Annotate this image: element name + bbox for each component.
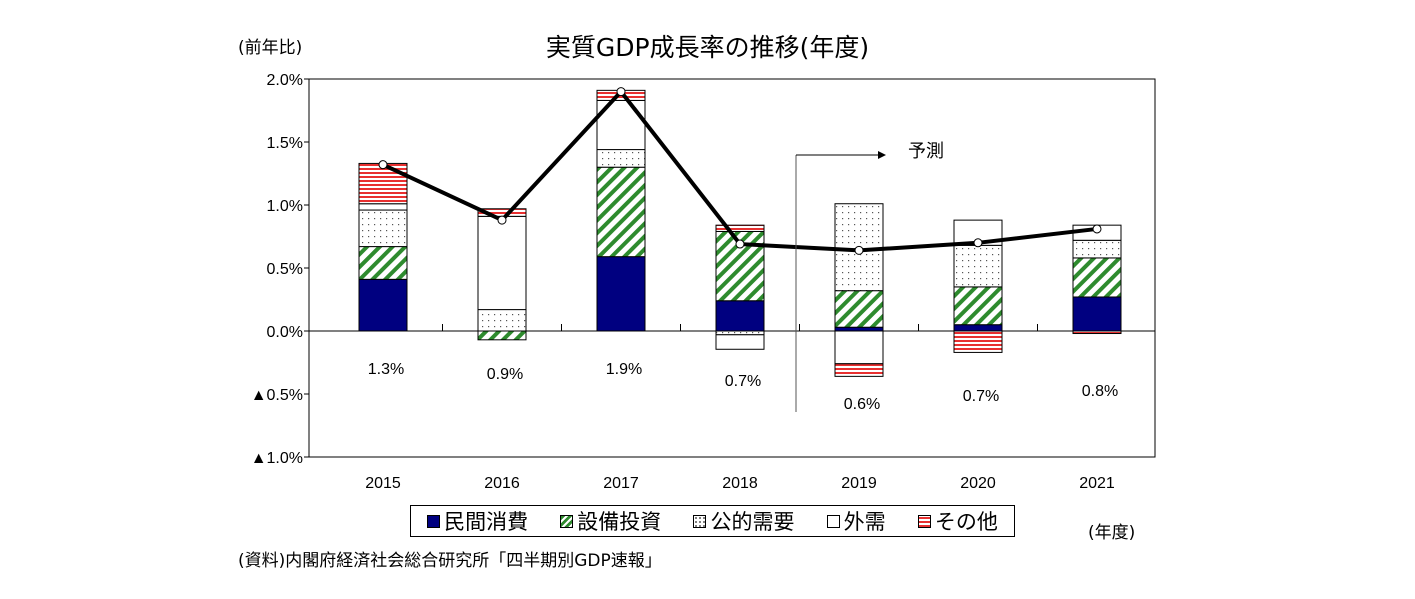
gdp-point-2020 [973, 238, 983, 248]
data-label: 1.9% [606, 361, 642, 378]
data-label: 1.3% [368, 361, 404, 378]
x-tick-label: 2015 [365, 475, 401, 492]
legend-item: その他 [917, 506, 998, 536]
x-tick-label: 2017 [603, 475, 639, 492]
bar-公的需要-2018 [715, 330, 765, 336]
bar-公的需要-2016 [477, 309, 527, 332]
y-tick-label: 0.5% [267, 261, 303, 278]
bar-設備投資-2017 [596, 166, 646, 258]
chart-title: 実質GDP成長率の推移(年度) [545, 33, 870, 62]
bar-外需-2015 [358, 203, 408, 211]
bar-その他-2018 [715, 224, 765, 232]
bar-設備投資-2019 [834, 290, 884, 328]
legend-label: 公的需要 [710, 510, 795, 534]
data-label: 0.6% [844, 396, 880, 413]
bar-民間消費-2017 [596, 256, 646, 332]
legend-label: 外需 [843, 510, 886, 534]
bar-外需-2019 [834, 330, 884, 365]
y-tick-label: ▲1.0% [251, 450, 303, 467]
data-label: 0.9% [487, 366, 523, 383]
data-label: 0.7% [963, 388, 999, 405]
y-tick-label: ▲0.5% [251, 387, 303, 404]
bar-公的需要-2021 [1072, 239, 1122, 259]
bar-公的需要-2017 [596, 149, 646, 168]
gdp-point-2016 [497, 215, 507, 225]
y-tick-label: 0.0% [267, 324, 303, 341]
legend-item: 民間消費 [427, 506, 528, 536]
bar-設備投資-2020 [953, 286, 1003, 326]
forecast-label: 予測 [908, 141, 944, 161]
x-axis-unit: (年度) [1088, 523, 1136, 543]
legend: 民間消費 設備投資 公的需要 外需 その他 [410, 505, 1015, 537]
x-tick-label: 2018 [722, 475, 758, 492]
y-tick-label: 1.5% [267, 135, 303, 152]
x-tick-label: 2021 [1079, 475, 1115, 492]
bar-民間消費-2020 [953, 324, 1003, 332]
source-note: (資料)内閣府経済社会総合研究所「四半期別GDP速報」 [238, 551, 662, 571]
gdp-point-2019 [854, 245, 864, 255]
bar-設備投資-2016 [477, 330, 527, 341]
gdp-point-2021 [1092, 224, 1102, 234]
bar-外需-2018 [715, 334, 765, 350]
y-tick-label: 2.0% [267, 72, 303, 89]
legend-swatch-icon [693, 514, 707, 528]
legend-swatch-icon [826, 514, 840, 528]
bar-設備投資-2021 [1072, 257, 1122, 298]
bar-その他-2015 [358, 162, 408, 205]
legend-item: 外需 [826, 506, 886, 536]
gdp-point-2017 [616, 87, 626, 97]
bar-外需-2016 [477, 215, 527, 311]
bar-民間消費-2019 [834, 326, 884, 332]
bar-その他-2020 [953, 330, 1003, 353]
legend-label: 設備投資 [577, 510, 662, 534]
arrow-head-icon [878, 151, 886, 159]
x-tick-label: 2016 [484, 475, 520, 492]
bar-その他-2021 [1072, 330, 1122, 335]
bar-民間消費-2015 [358, 278, 408, 332]
bar-民間消費-2018 [715, 300, 765, 332]
bar-設備投資-2015 [358, 246, 408, 280]
legend-swatch-icon [560, 514, 574, 528]
bar-公的需要-2020 [953, 244, 1003, 288]
gdp-point-2018 [735, 239, 745, 249]
x-tick-label: 2020 [960, 475, 996, 492]
bar-その他-2019 [834, 363, 884, 377]
legend-label: 民間消費 [444, 510, 529, 534]
y-axis-unit: (前年比) [238, 38, 303, 58]
data-label: 0.8% [1082, 383, 1118, 400]
legend-swatch-icon [427, 514, 441, 528]
bar-民間消費-2021 [1072, 296, 1122, 332]
legend-item: 設備投資 [560, 506, 661, 536]
x-tick-label: 2019 [841, 475, 877, 492]
legend-label: その他 [934, 510, 998, 534]
legend-item: 公的需要 [693, 506, 794, 536]
legend-swatch-icon [917, 514, 931, 528]
gdp-point-2015 [378, 160, 388, 170]
y-tick-label: 1.0% [267, 198, 303, 215]
bar-公的需要-2015 [358, 209, 408, 248]
data-label: 0.7% [725, 373, 761, 390]
